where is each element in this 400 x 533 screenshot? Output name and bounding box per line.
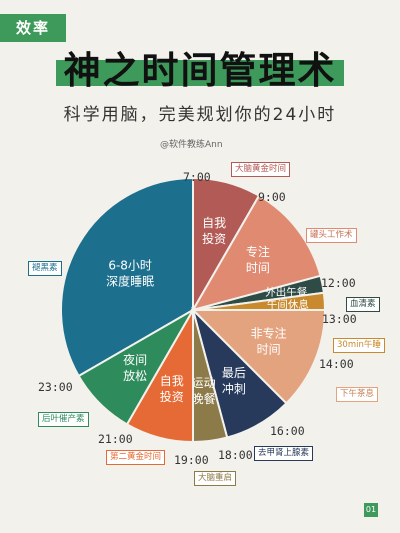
annotation-note: 下午茶息: [336, 387, 379, 402]
time-label: 21:00: [98, 432, 133, 446]
annotation-note: 第二黄金时间: [106, 450, 166, 465]
pie-slice: [60, 176, 194, 378]
slice-label: 自我投资: [202, 216, 226, 246]
annotation-note: 大脑重启: [194, 471, 237, 486]
time-label: 7:00: [183, 170, 211, 184]
slice-label: 最后冲刺: [222, 366, 246, 396]
annotation-note: 大脑黄金时间: [231, 162, 291, 177]
annotation-note: 去甲肾上腺素: [254, 446, 314, 461]
slice-label: 运动晚餐: [192, 376, 216, 406]
author-credit: @软件教练Ann: [160, 140, 223, 150]
annotation-note: 30min午睡: [333, 338, 385, 353]
page-subtitle: 科学用脑，完美规划你的24小时: [63, 105, 337, 125]
slice-label: 6-8小时深度睡眠: [106, 259, 154, 289]
slice-label: 外出午餐: [265, 285, 307, 298]
slice-label: 非专注时间: [251, 325, 287, 356]
time-label: 16:00: [270, 424, 305, 438]
pie-slice: [77, 307, 196, 426]
time-label: 14:00: [319, 357, 354, 371]
pie-slice: [190, 309, 327, 405]
time-label: 18:00: [218, 448, 253, 462]
annotation-note: 褪黑素: [28, 261, 62, 276]
category-tag: 效率: [0, 14, 66, 42]
page-title: 神之时间管理术: [63, 49, 337, 92]
time-label: 12:00: [321, 276, 356, 290]
annotation-note: 血清素: [346, 297, 380, 312]
pie-slice: [190, 194, 322, 312]
page-number: 01: [364, 503, 378, 517]
annotation-note: 后叶催产素: [38, 412, 89, 427]
slice-label: 夜间放松: [123, 352, 147, 383]
time-label: 13:00: [322, 312, 357, 326]
time-label: 19:00: [174, 453, 209, 467]
title-highlight: [56, 60, 344, 86]
slice-label: 专注时间: [246, 244, 270, 275]
annotation-note: 罐头工作术: [306, 228, 357, 243]
slice-label: 午间休息: [267, 298, 309, 311]
time-label: 9:00: [258, 190, 286, 204]
time-label: 23:00: [38, 380, 73, 394]
slice-label: 自我投资: [160, 374, 184, 404]
